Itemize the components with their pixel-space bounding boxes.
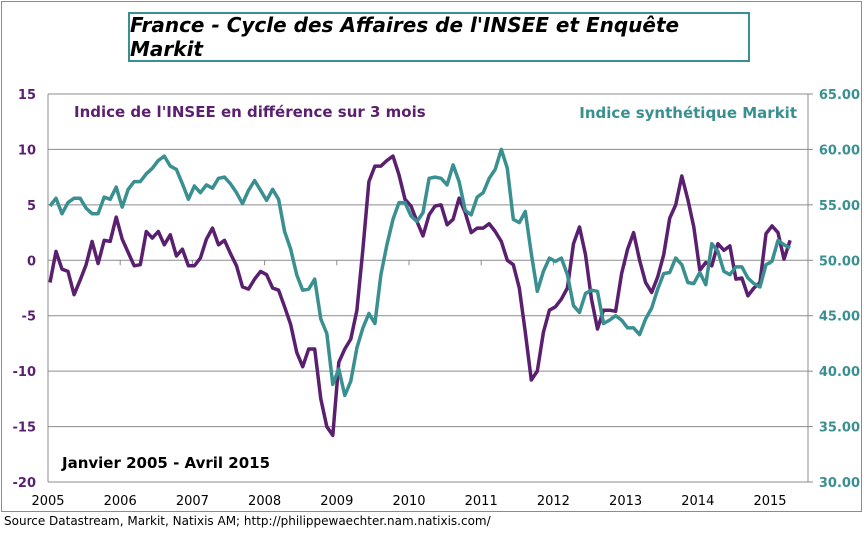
x-tick-label: 2015 (753, 494, 786, 509)
series-label-markit: Indice synthétique Markit (579, 104, 797, 122)
x-tick-label: 2010 (392, 494, 425, 509)
y-right-tick-label: 50.00 (819, 254, 860, 269)
x-tick-label: 2008 (248, 494, 281, 509)
y-right-tick-label: 35.00 (819, 421, 860, 436)
y-left-tick-label: 5 (27, 199, 36, 214)
x-tick-label: 2007 (176, 494, 209, 509)
x-tick-label: 2005 (31, 494, 64, 509)
x-tick-label: 2014 (681, 494, 714, 509)
y-left-tick-label: 10 (18, 143, 36, 158)
period-annotation: Janvier 2005 - Avril 2015 (61, 454, 270, 472)
y-right-tick-label: 40.00 (819, 365, 860, 380)
y-right-tick-label: 60.00 (819, 143, 860, 158)
source-note: Source Datastream, Markit, Natixis AM; h… (4, 514, 491, 528)
series-label-insee: Indice de l'INSEE en différence sur 3 mo… (74, 103, 426, 121)
y-left-tick-label: 0 (27, 254, 36, 269)
x-tick-label: 2006 (104, 494, 137, 509)
y-right-tick-label: 45.00 (819, 310, 860, 325)
chart-title: France - Cycle des Affaires de l'INSEE e… (128, 12, 750, 62)
y-left-tick-label: 15 (18, 88, 36, 103)
y-right-tick-label: 30.00 (819, 476, 860, 491)
x-tick-label: 2012 (537, 494, 570, 509)
series-line-insee (48, 154, 792, 438)
x-tick-label: 2009 (320, 494, 353, 509)
x-tick-label: 2013 (609, 494, 642, 509)
series-line-markit (48, 147, 791, 398)
x-tick-label: 2011 (465, 494, 498, 509)
chart-frame (1, 1, 862, 512)
y-left-tick-label: -15 (13, 421, 37, 436)
y-left-tick-label: -20 (13, 476, 37, 491)
y-right-tick-label: 55.00 (819, 199, 860, 214)
y-left-tick-label: -10 (13, 365, 37, 380)
y-right-tick-label: 65.00 (819, 88, 860, 103)
y-left-tick-label: -5 (22, 310, 36, 325)
